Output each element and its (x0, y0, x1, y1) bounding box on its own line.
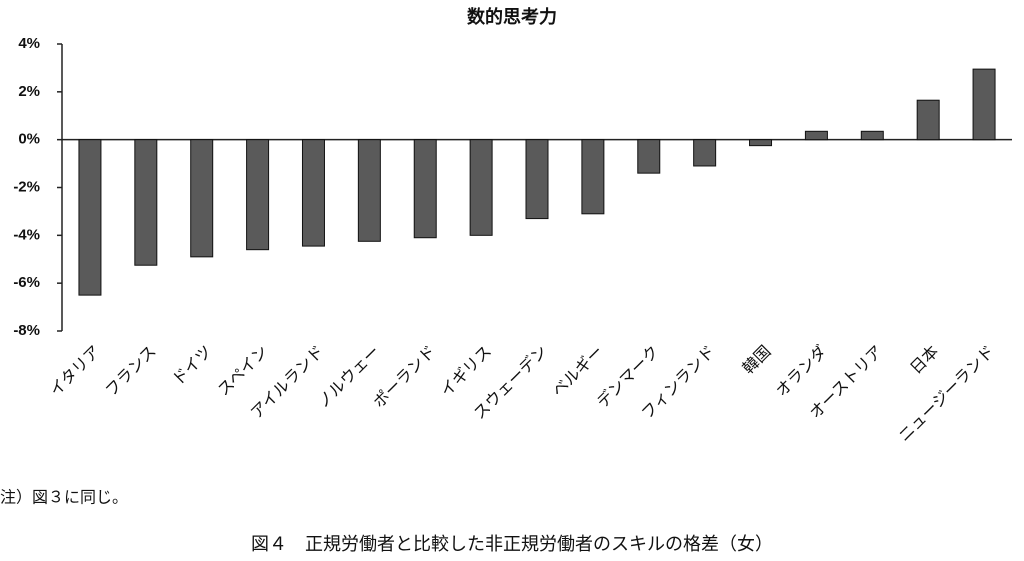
bar (357, 139, 381, 242)
bar (972, 68, 996, 141)
y-tick-label: 2% (18, 83, 40, 100)
x-tick-label: フランス (101, 342, 159, 400)
bar (693, 139, 717, 167)
chart-title: 数的思考力 (467, 6, 557, 28)
bar (637, 139, 661, 174)
bar (581, 139, 605, 215)
y-tick-label: 4% (18, 35, 40, 52)
bar (134, 139, 158, 266)
bar (804, 130, 828, 141)
bar (916, 99, 940, 141)
bar (469, 139, 493, 236)
y-tick-label: -6% (13, 274, 40, 291)
bar (413, 139, 437, 239)
y-tick-label: -2% (13, 178, 40, 195)
y-tick-label: -8% (13, 322, 40, 339)
x-tick-label: 韓国 (738, 342, 774, 378)
x-tick-label: 日本 (906, 342, 942, 378)
x-tick-label: スペイン (214, 342, 272, 400)
note: 注）図３に同じ。 (0, 488, 128, 507)
x-tick-label: ニュージーランド (894, 342, 998, 446)
bar (78, 139, 102, 296)
bar (525, 139, 549, 220)
caption: 図４ 正規労働者と比較した非正規労働者のスキルの格差（女） (251, 534, 773, 555)
bar (246, 139, 270, 251)
bar (190, 139, 214, 258)
y-tick-label: -4% (13, 226, 40, 243)
bar (860, 130, 884, 141)
x-tick-label: ドイツ (168, 342, 215, 389)
bar (301, 139, 325, 247)
bar (749, 139, 773, 147)
y-tick-label: 0% (18, 131, 40, 148)
x-tick-label: イタリア (46, 342, 104, 400)
